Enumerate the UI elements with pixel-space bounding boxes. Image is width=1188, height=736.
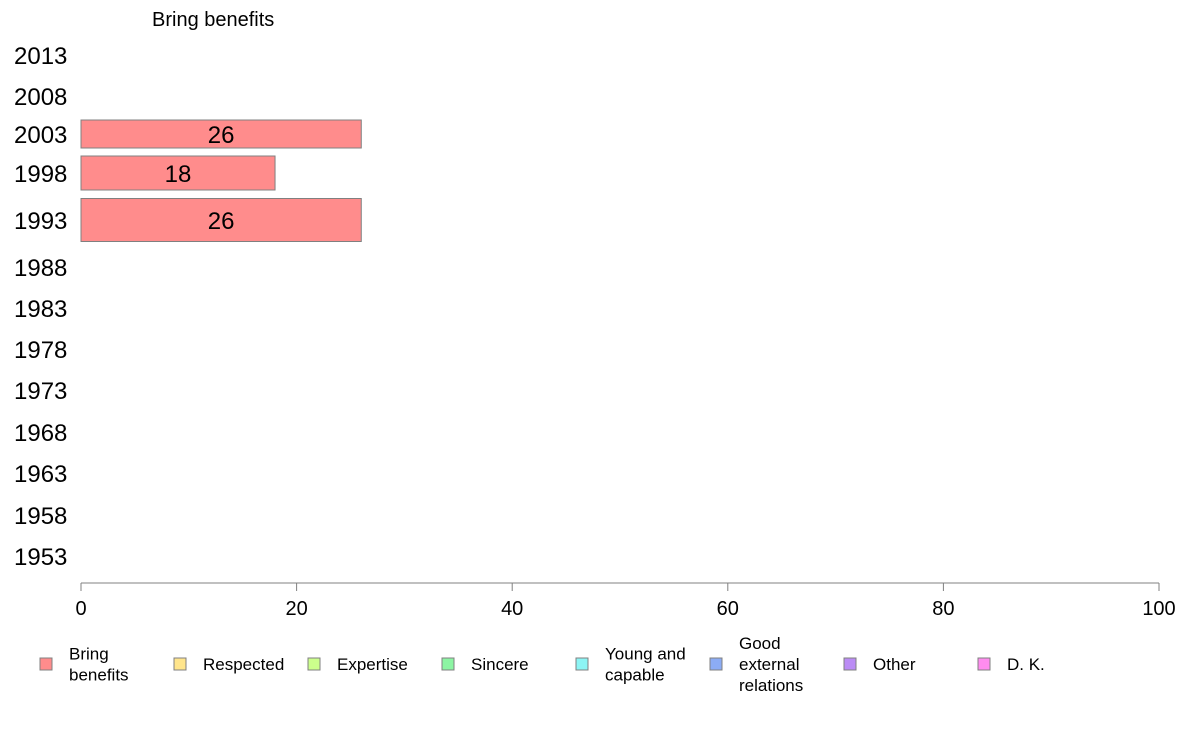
data-label: 18: [165, 161, 192, 188]
x-tick-label: 40: [501, 598, 523, 620]
x-tick-label: 100: [1142, 598, 1175, 620]
y-tick-label: 2013: [14, 43, 67, 70]
legend-label: external: [739, 655, 799, 674]
y-tick-label: 1963: [14, 461, 67, 488]
bar: [80, 198, 362, 242]
y-axis-labels: 2013 2008 2003 1998 1993 1988 1983 1978 1973 1968…: [14, 43, 67, 571]
y-tick-label: 1958: [14, 503, 67, 530]
legend-swatch: [977, 657, 991, 671]
legend-swatch: [441, 657, 455, 671]
legend-label: D. K.: [1007, 655, 1045, 674]
legend-label: relations: [739, 676, 803, 695]
legend-item: D. K.: [977, 655, 1045, 674]
legend-swatch: [39, 657, 53, 671]
legend: Bring benefits Respected Expertise Sincere Yo…: [39, 634, 1045, 695]
legend-label: Sincere: [471, 655, 529, 674]
x-tick-label: 0: [75, 598, 86, 620]
y-tick-label: 1978: [14, 337, 67, 364]
y-tick-label: 1998: [14, 161, 67, 188]
y-tick-label: 1953: [14, 544, 67, 571]
legend-label: Good: [739, 634, 781, 653]
x-axis: 0 20 40 60 80 100: [75, 582, 1176, 620]
y-tick-label: 2008: [14, 84, 67, 111]
y-tick-label: 1988: [14, 255, 67, 282]
legend-item: Good external relations: [709, 634, 803, 695]
y-tick-label: 1983: [14, 296, 67, 323]
data-label: 26: [208, 208, 235, 235]
legend-item: Expertise: [307, 655, 408, 674]
legend-label: Respected: [203, 655, 284, 674]
x-tick-label: 60: [717, 598, 739, 620]
legend-item: Respected: [173, 655, 284, 674]
legend-label: benefits: [69, 666, 129, 685]
bar: [80, 155, 276, 191]
legend-label: capable: [605, 666, 665, 685]
x-tick-label: 80: [932, 598, 954, 620]
legend-item: Young and capable: [575, 645, 686, 685]
legend-swatch: [843, 657, 857, 671]
legend-swatch: [173, 657, 187, 671]
legend-swatch: [575, 657, 589, 671]
bar: [80, 119, 362, 149]
legend-item: Bring benefits: [39, 645, 129, 685]
legend-label: Bring: [69, 645, 109, 664]
legend-item: Other: [843, 655, 916, 674]
y-tick-label: 1993: [14, 208, 67, 235]
bars: 26 18 26: [80, 119, 362, 242]
legend-swatch: [709, 657, 723, 671]
legend-swatch: [307, 657, 321, 671]
chart-title: Bring benefits: [152, 9, 274, 31]
legend-item: Sincere: [441, 655, 529, 674]
x-tick-label: 20: [285, 598, 307, 620]
y-tick-label: 1968: [14, 420, 67, 447]
y-tick-label: 1973: [14, 378, 67, 405]
data-label: 26: [208, 122, 235, 149]
legend-label: Other: [873, 655, 916, 674]
y-tick-label: 2003: [14, 122, 67, 149]
legend-label: Expertise: [337, 655, 408, 674]
legend-label: Young and: [605, 645, 686, 664]
